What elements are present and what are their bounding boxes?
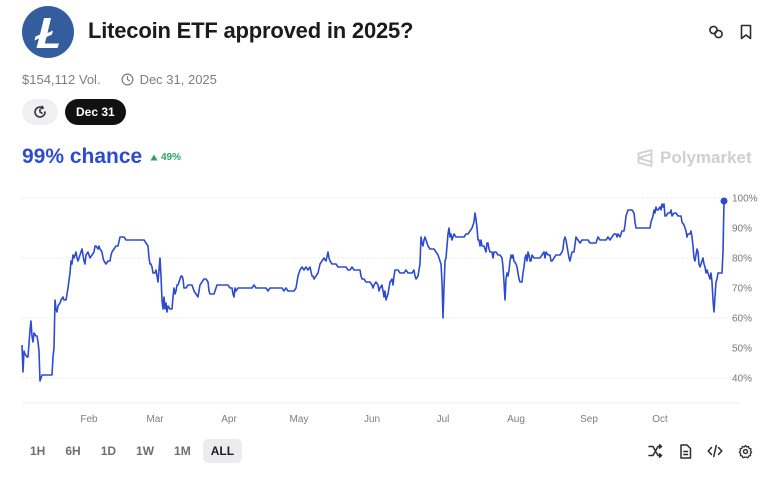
shuffle-button[interactable]: [646, 440, 664, 462]
x-tick-label: May: [290, 414, 309, 425]
bookmark-icon: [740, 24, 752, 40]
polymarket-logo-icon: [637, 149, 653, 167]
history-chip[interactable]: [22, 99, 58, 125]
chance-value: 99% chance: [22, 145, 143, 168]
link-icon: [709, 25, 723, 39]
current-value-marker: [720, 197, 728, 205]
settings-button[interactable]: [736, 440, 754, 462]
market-meta: $154,112 Vol. Dec 31, 2025: [22, 72, 217, 87]
x-tick-label: Oct: [652, 414, 668, 425]
document-button[interactable]: [676, 440, 694, 462]
gear-icon: [738, 444, 752, 458]
range-1d-button[interactable]: 1D: [100, 444, 117, 458]
end-date-text: Dec 31, 2025: [139, 72, 217, 87]
range-all-button[interactable]: ALL: [202, 439, 243, 463]
document-icon: [679, 443, 691, 459]
page-title: Litecoin ETF approved in 2025?: [88, 18, 414, 43]
probability-chart[interactable]: 100% 90% 80% 70% 60% 50% 40% Feb Mar Apr May Jun Ju…: [0, 185, 768, 430]
y-tick-label: 40%: [732, 374, 752, 385]
shuffle-icon: [647, 444, 662, 458]
x-tick-label: Jul: [437, 414, 450, 425]
chart-toolbar: [646, 440, 754, 462]
x-axis-labels: Feb Mar Apr May Jun Jul Aug Sep Oct: [80, 414, 668, 425]
brand-name: Polymarket: [660, 148, 752, 167]
range-1w-button[interactable]: 1W: [136, 444, 155, 458]
volume-text: $154,112 Vol.: [22, 72, 101, 87]
y-tick-label: 100%: [732, 194, 758, 205]
range-6h-button[interactable]: 6H: [65, 444, 81, 458]
series-line-yes: [21, 200, 725, 382]
y-axis-labels: 100% 90% 80% 70% 60% 50% 40%: [732, 194, 758, 385]
y-tick-label: 90%: [732, 224, 752, 235]
y-tick-label: 70%: [732, 284, 752, 295]
clock-icon: [121, 73, 134, 86]
clock-history-icon: [34, 105, 46, 118]
x-tick-label: Jun: [364, 414, 380, 425]
y-tick-label: 80%: [732, 254, 752, 265]
copy-link-button[interactable]: [706, 22, 726, 42]
polymarket-brand: Polymarket: [636, 148, 752, 168]
code-icon: [707, 444, 723, 458]
x-tick-label: Mar: [146, 414, 164, 425]
delta-value: 49%: [161, 152, 182, 163]
range-1m-button[interactable]: 1M: [174, 444, 191, 458]
x-tick-label: Aug: [507, 414, 525, 425]
y-tick-label: 60%: [732, 314, 752, 325]
chart-grid: [22, 197, 740, 379]
litecoin-logo: [22, 6, 74, 58]
bookmark-button[interactable]: [736, 22, 756, 42]
chance-delta: 49%: [150, 152, 181, 163]
x-tick-label: Feb: [80, 414, 98, 425]
triangle-up-icon: [150, 154, 158, 161]
y-tick-label: 50%: [732, 344, 752, 355]
x-tick-label: Apr: [221, 414, 237, 425]
time-range-selector: 1H 6H 1D 1W 1M ALL: [22, 439, 243, 463]
date-chip[interactable]: Dec 31: [65, 99, 126, 125]
x-tick-label: Sep: [580, 414, 598, 425]
range-1h-button[interactable]: 1H: [30, 444, 46, 458]
embed-button[interactable]: [706, 440, 724, 462]
litecoin-icon: [34, 18, 59, 48]
